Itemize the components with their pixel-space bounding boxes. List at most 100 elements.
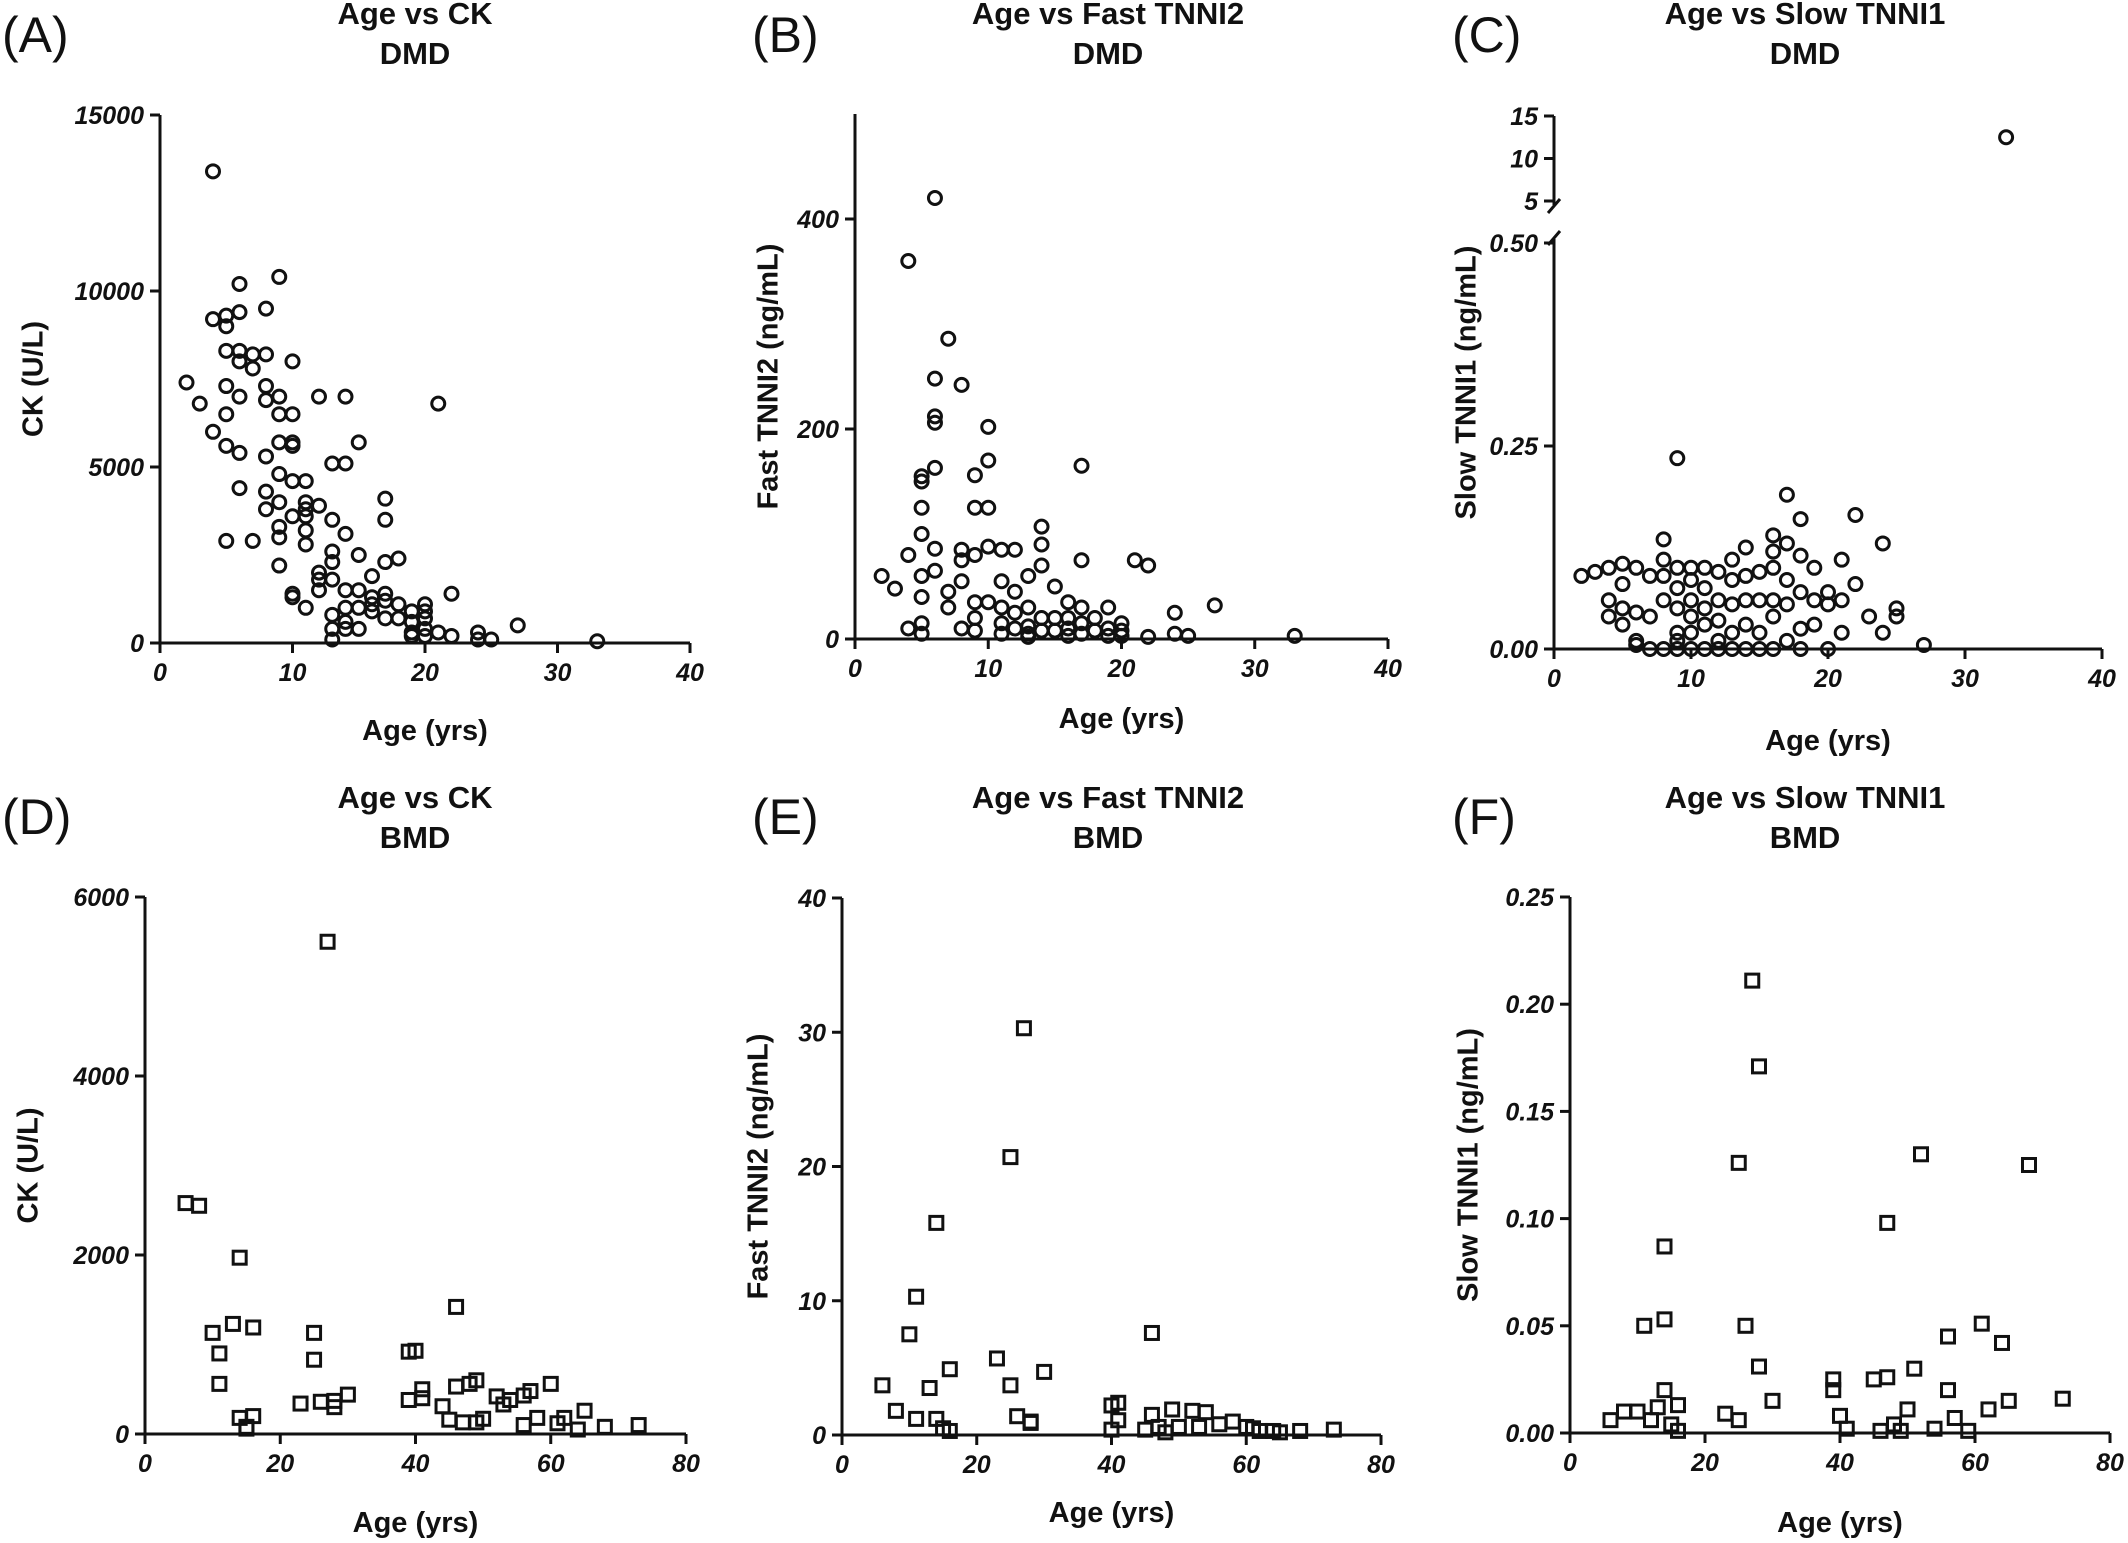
data-point <box>1206 597 1223 614</box>
data-point <box>1765 543 1782 560</box>
data-point <box>1166 604 1183 621</box>
data-point <box>443 585 460 602</box>
data-point <box>231 480 248 497</box>
y-tick-label: 30 <box>798 1019 826 1047</box>
y-tick-label: 10 <box>798 1288 826 1316</box>
y-tick-label: 0.00 <box>1489 636 1538 664</box>
data-point <box>1669 580 1686 597</box>
data-point <box>1861 608 1878 625</box>
data-point <box>417 603 433 620</box>
data-point <box>218 342 235 359</box>
data-point <box>926 414 943 431</box>
data-point <box>1009 1408 1026 1425</box>
panel-c: (C) Age vs Slow TNNI1 DMD Slow TNNI1 (ng/mL… <box>1451 0 2116 757</box>
data-point <box>244 360 261 377</box>
chart-subtitle: DMD <box>380 36 451 71</box>
data-point <box>245 1319 262 1336</box>
panel-a: (A) Age vs CK DMD CK (U/L) Age (yrs) 0 10 20 30 4… <box>2 0 704 747</box>
data-point <box>1872 1422 1889 1439</box>
data-point <box>941 1361 958 1378</box>
data-point <box>1006 541 1023 558</box>
data-point <box>1286 627 1303 644</box>
data-point <box>1046 622 1063 639</box>
data-point <box>1778 632 1795 649</box>
data-point <box>913 589 930 605</box>
data-point <box>2054 1390 2071 1407</box>
x-tick-label: 10 <box>974 655 1002 683</box>
data-point <box>1778 596 1795 613</box>
data-point <box>1751 1058 1767 1075</box>
data-point <box>468 1372 485 1389</box>
y-tick-label: 10 <box>1510 146 1538 174</box>
data-point <box>1751 563 1768 580</box>
data-point <box>1737 616 1754 633</box>
data-point <box>1143 1324 1160 1341</box>
data-point <box>556 1409 573 1426</box>
y-tick-label: 0 <box>825 626 839 654</box>
data-point <box>292 1395 309 1412</box>
x-tick-label: 0 <box>1547 665 1561 693</box>
data-point <box>1046 578 1063 595</box>
data-point <box>1020 628 1037 645</box>
data-point <box>244 346 261 363</box>
panel-letter: (C) <box>1452 7 1521 63</box>
y-axis-label: Slow TNNI1 (ng/mL) <box>1453 1028 1485 1302</box>
data-point <box>306 1351 323 1368</box>
data-point <box>2000 1392 2017 1409</box>
x-tick-label: 20 <box>1690 1449 1719 1477</box>
data-point <box>1710 632 1727 649</box>
y-tick-label: 0 <box>130 630 144 658</box>
data-point <box>630 1417 647 1434</box>
data-point <box>470 624 486 641</box>
data-point <box>529 1409 546 1426</box>
data-point <box>1628 604 1645 621</box>
data-point <box>926 370 943 387</box>
data-point <box>204 1324 221 1341</box>
y-tick-label: 200 <box>796 416 839 444</box>
data-point <box>284 508 301 525</box>
data-point <box>926 540 943 557</box>
data-point <box>1751 592 1768 609</box>
data-point <box>407 1342 424 1359</box>
data-point <box>231 304 248 321</box>
data-point <box>1649 1399 1666 1416</box>
data-point <box>231 1249 248 1266</box>
x-tick-label: 0 <box>153 659 167 687</box>
x-axis-label: Age (yrs) <box>1049 1497 1175 1529</box>
data-point <box>1874 535 1891 552</box>
panel-e: (E) Age vs Fast TNNI2 BMD Fast TNNI2 (ng/mL… <box>743 780 1395 1529</box>
data-point <box>1641 567 1658 584</box>
data-point <box>1973 1315 1990 1332</box>
data-point <box>1197 1404 1214 1421</box>
x-tick-label: 80 <box>672 1450 700 1478</box>
data-point <box>400 1391 417 1408</box>
data-point <box>483 631 500 648</box>
data-point <box>941 1422 958 1439</box>
data-point <box>245 1408 262 1425</box>
data-point <box>311 497 327 514</box>
x-tick-label: 80 <box>2096 1449 2124 1477</box>
chart-subtitle: DMD <box>1073 36 1144 71</box>
data-point <box>1036 1363 1053 1380</box>
data-point <box>1086 622 1103 639</box>
data-point <box>211 1345 228 1362</box>
data-point <box>258 300 274 317</box>
data-point <box>448 1298 465 1315</box>
data-point <box>1683 608 1699 625</box>
data-point <box>1710 612 1727 629</box>
data-point <box>377 585 394 602</box>
data-point <box>339 1386 356 1403</box>
data-point <box>1602 1412 1619 1429</box>
data-point <box>1655 531 1672 548</box>
data-point <box>1292 1422 1309 1439</box>
data-point <box>1744 972 1761 989</box>
data-point <box>430 395 447 412</box>
y-axis-label: Slow TNNI1 (ng/mL) <box>1451 246 1483 520</box>
data-point <box>258 378 274 395</box>
data-point <box>337 599 354 616</box>
data-point <box>324 554 341 571</box>
data-point <box>913 468 930 485</box>
data-point <box>1765 641 1782 657</box>
data-point <box>988 1350 1005 1367</box>
data-point <box>921 1380 938 1397</box>
